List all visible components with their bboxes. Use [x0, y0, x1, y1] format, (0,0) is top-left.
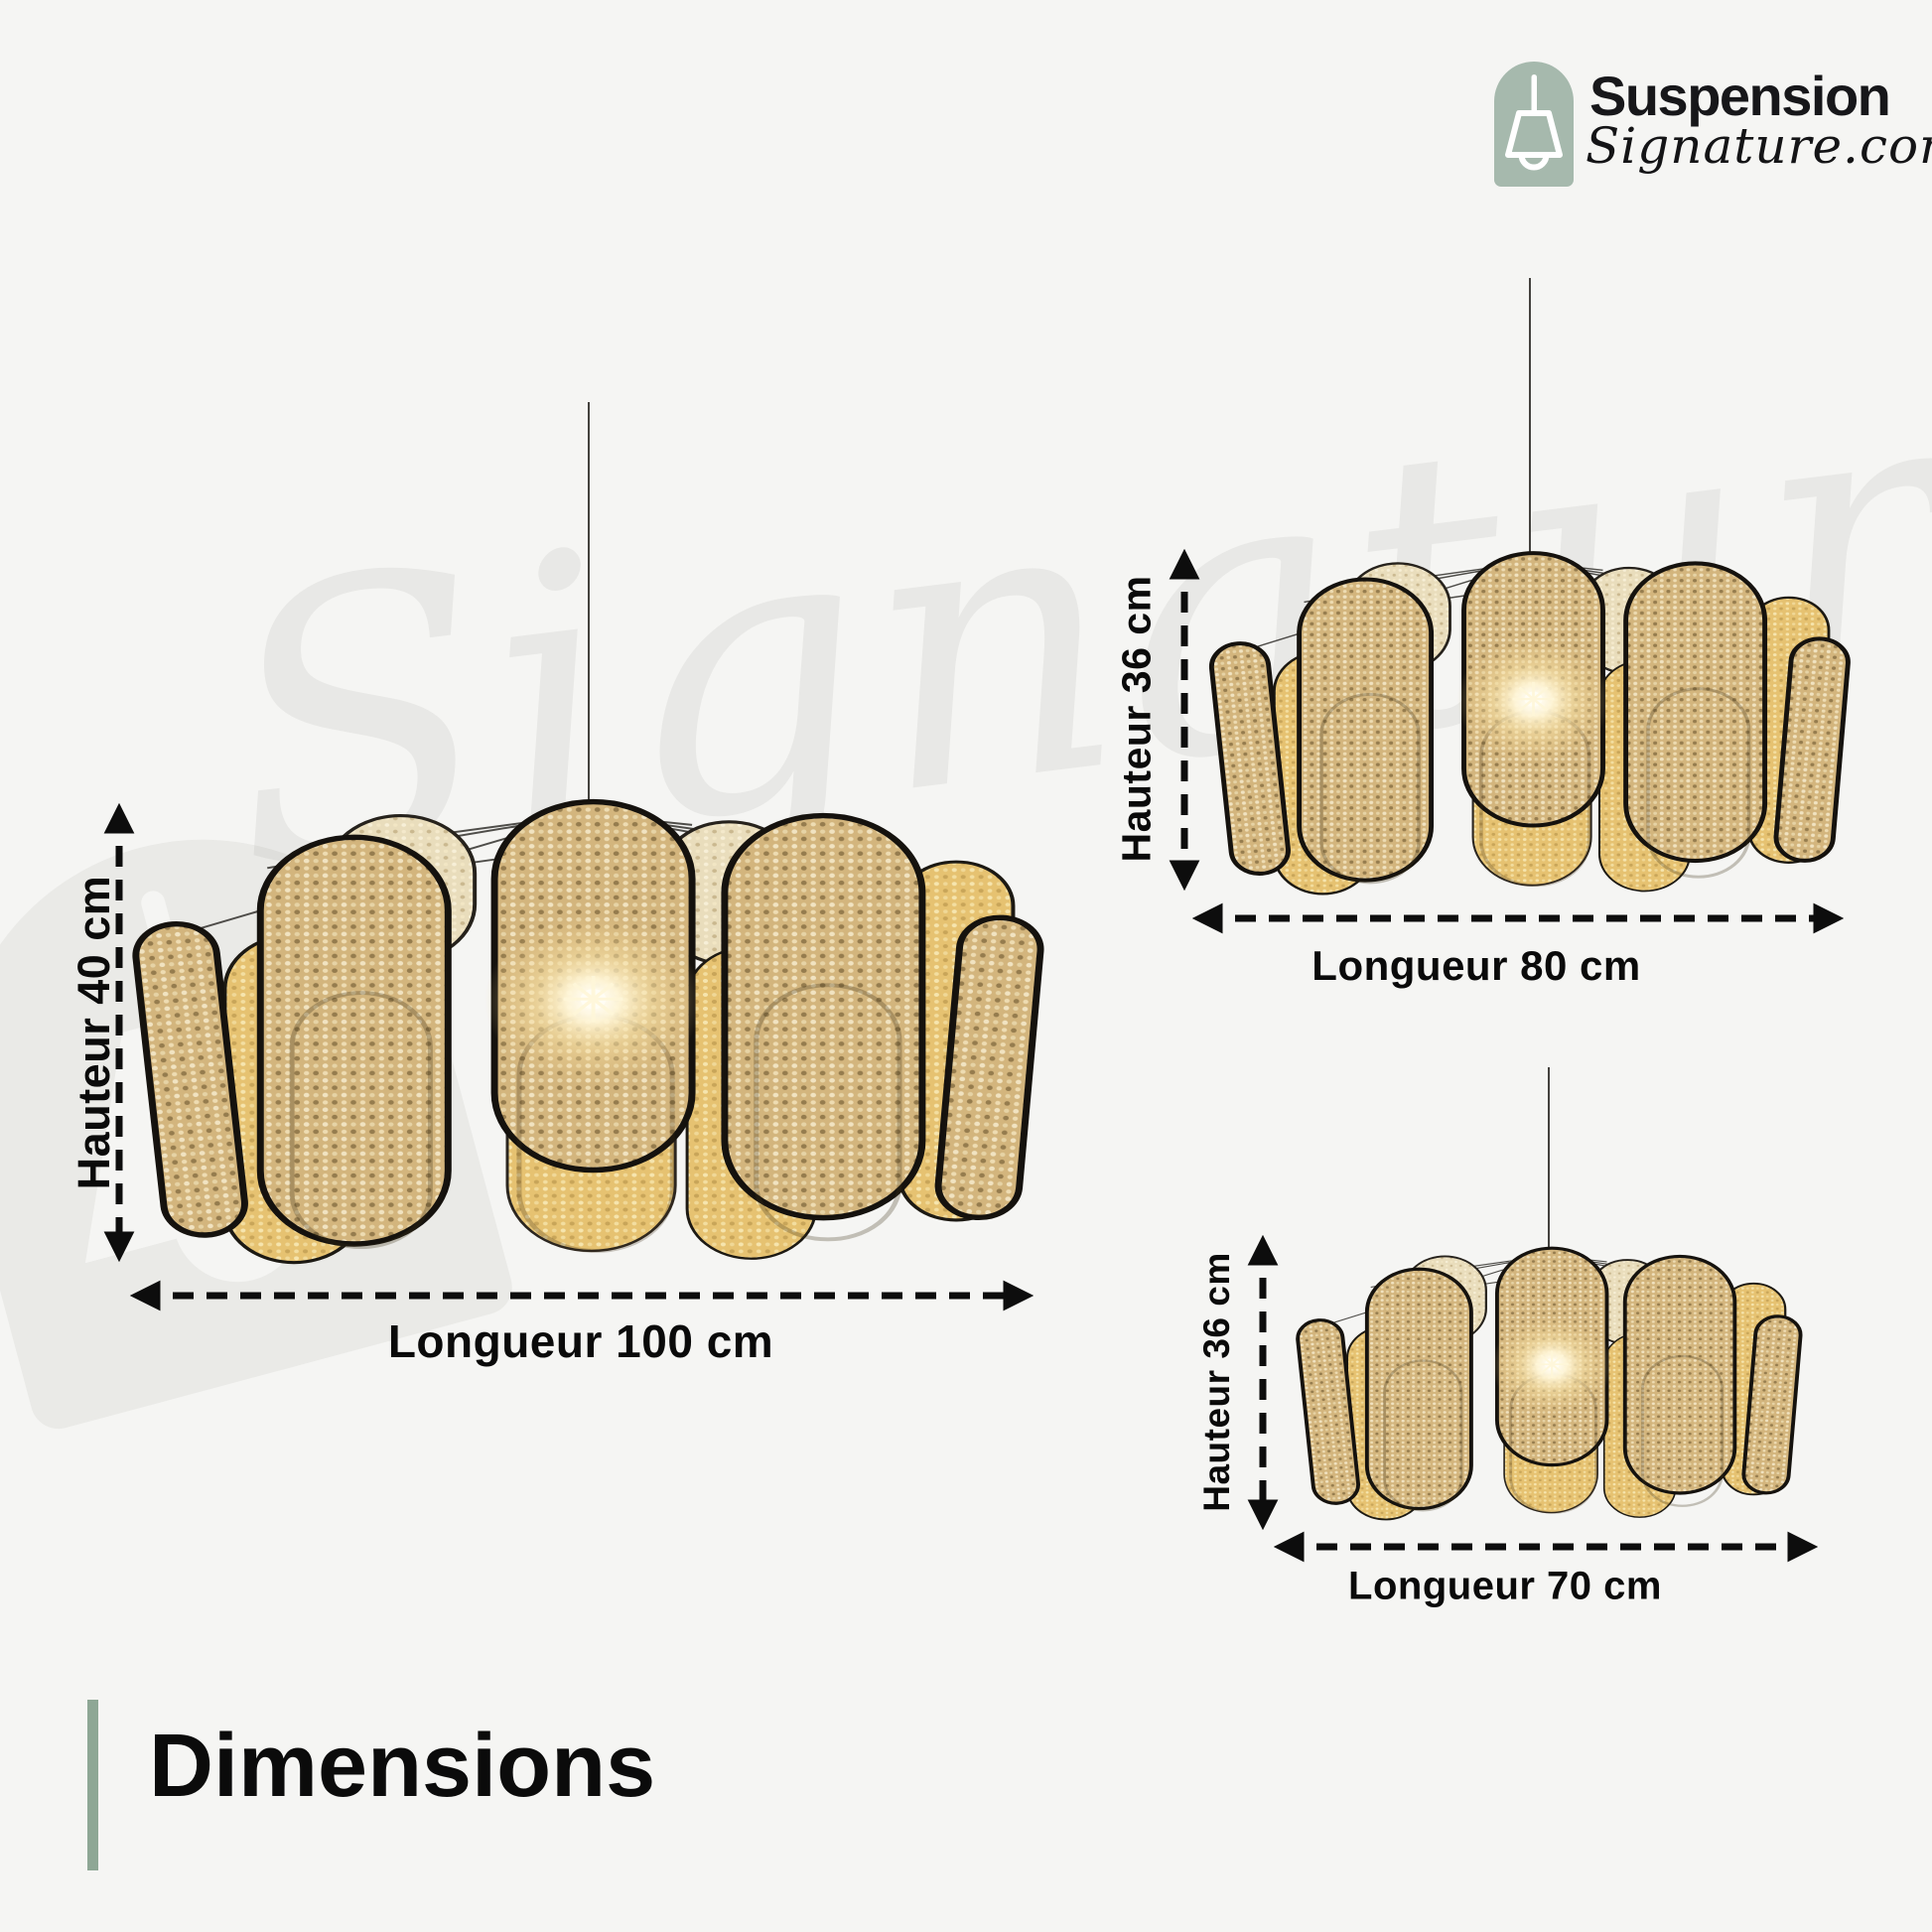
suspension-wires: [588, 278, 1550, 1256]
lamp-small-image: [1294, 1246, 1805, 1522]
height-label-lamp-medium: Hauteur 36 cm: [1113, 575, 1160, 863]
pendant-lamp-icon-glyph: [1505, 74, 1563, 171]
length-label-lamp-large: Longueur 100 cm: [387, 1315, 774, 1367]
lamp-large-image: [132, 802, 1042, 1263]
brand-name-line2: Signature.com: [1586, 117, 1932, 175]
lamp-medium-image: [1209, 553, 1850, 894]
pendant-lamp-icon: [1494, 62, 1574, 187]
length-label-lamp-small: Longueur 70 cm: [1348, 1564, 1662, 1608]
title-accent-bar: [87, 1700, 98, 1870]
length-label-lamp-medium: Longueur 80 cm: [1311, 942, 1641, 989]
brand-name-line1: Suspension: [1589, 65, 1891, 127]
brand-logo: Suspension Signature.com: [1494, 60, 1932, 189]
height-label-lamp-small: Hauteur 36 cm: [1196, 1252, 1237, 1512]
height-label-lamp-large: Hauteur 40 cm: [69, 875, 119, 1190]
page-title: Dimensions: [149, 1717, 656, 1816]
